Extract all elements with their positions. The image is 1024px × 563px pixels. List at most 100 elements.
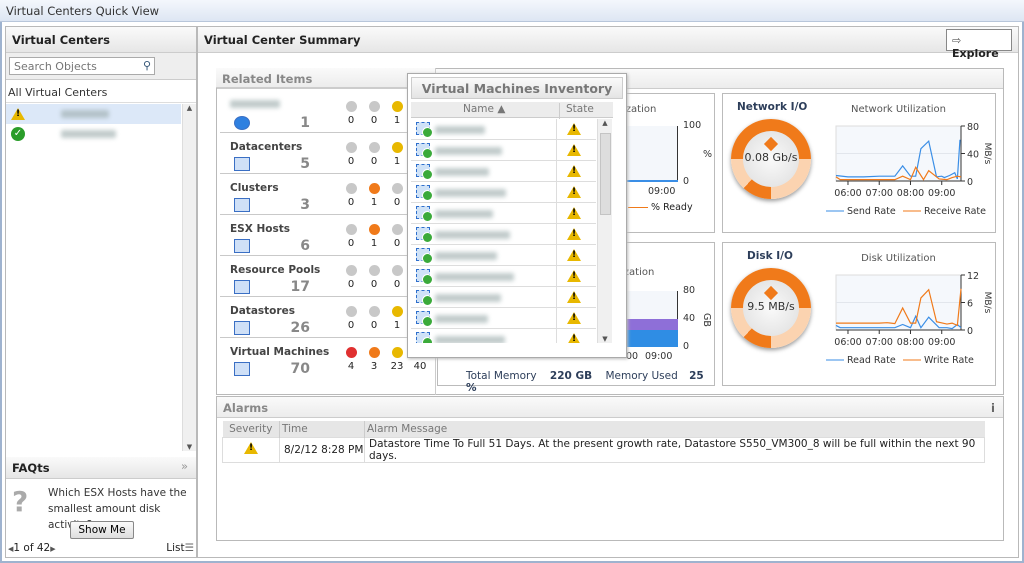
vm-icon (234, 362, 250, 376)
vm-name-blurred (435, 315, 488, 323)
severity-count[interactable]: 0 (340, 142, 362, 167)
network-io-box: Network I/O 0.08 Gb/s Network Utilizatio… (722, 93, 996, 233)
vm-row[interactable] (411, 224, 596, 245)
x-tick: 09:00 (648, 186, 676, 197)
vm-row[interactable] (411, 119, 596, 140)
resource-pool-icon (234, 280, 250, 294)
severity-icon (391, 224, 403, 235)
alarm-row[interactable]: 8/2/12 8:28 PM Datastore Time To Full 51… (222, 437, 985, 462)
warning-icon (11, 108, 25, 120)
vm-row[interactable] (411, 245, 596, 266)
severity-count[interactable]: 3 (363, 347, 385, 372)
cluster-icon (234, 198, 250, 212)
severity-count[interactable]: 0 (363, 306, 385, 331)
severity-count[interactable]: 4 (340, 347, 362, 372)
info-icon[interactable]: i (991, 401, 995, 415)
severity-count[interactable]: 1 (363, 183, 385, 208)
related-item-row[interactable]: ESX Hosts 6 0 1 0 (220, 215, 408, 256)
search-field[interactable] (10, 58, 130, 74)
prev-icon[interactable]: ◀ (8, 545, 14, 553)
chart-title: Network Utilization (851, 104, 946, 115)
related-item-row[interactable]: Clusters 3 0 1 0 (220, 174, 408, 215)
faq-question: Which ESX Hosts have the smallest amount… (48, 487, 187, 531)
col-name[interactable]: Name ▲ (463, 103, 506, 115)
vm-name-blurred (435, 168, 489, 176)
related-item-row[interactable]: Virtual Machines 70 4 3 23 40 (220, 338, 426, 379)
inventory-title: Virtual Machines Inventory (411, 77, 623, 99)
y-tick-label: 12 (967, 271, 979, 282)
severity-icon (391, 142, 403, 153)
severity-count[interactable]: 0 (340, 224, 362, 249)
alarm-time: 8/2/12 8:28 PM (279, 437, 365, 462)
vm-powered-on-icon (416, 164, 433, 180)
vm-powered-on-icon (416, 248, 433, 264)
collapse-icon[interactable]: » (180, 459, 188, 473)
vm-row[interactable] (411, 140, 596, 161)
col-severity[interactable]: Severity (222, 421, 280, 437)
vc-list-item[interactable] (6, 104, 181, 124)
severity-count[interactable]: 0 (363, 265, 385, 290)
vm-name-blurred (435, 252, 497, 260)
vm-row[interactable] (411, 182, 596, 203)
vm-row[interactable] (411, 308, 596, 329)
col-time[interactable]: Time (279, 421, 365, 437)
severity-count[interactable]: 0 (363, 142, 385, 167)
show-me-button[interactable]: Show Me (70, 521, 134, 539)
network-utilization-chart: Network Utilization 80 40 0 MB/s 06:00 07:00 08… (826, 104, 992, 217)
severity-count[interactable]: 0 (340, 101, 362, 126)
severity-count[interactable]: 1 (386, 142, 408, 167)
related-item-label: Clusters (230, 182, 279, 194)
x-tick: 09:00 (645, 351, 673, 362)
vm-row[interactable] (411, 203, 596, 224)
x-tick: 00 (626, 351, 639, 362)
list-button[interactable]: List☰ (166, 542, 194, 554)
severity-count[interactable]: 23 (386, 347, 408, 372)
vm-row[interactable] (411, 287, 596, 308)
severity-count[interactable]: 0 (386, 224, 408, 249)
severity-count[interactable]: 1 (386, 101, 408, 126)
explore-button[interactable]: ⇨ Explore (946, 29, 1012, 60)
vm-row[interactable] (411, 329, 596, 343)
vm-row[interactable] (411, 266, 596, 287)
severity-count[interactable]: 0 (386, 183, 408, 208)
x-tick-label: 08:00 (897, 188, 924, 199)
vm-row[interactable] (411, 161, 596, 182)
related-item-row[interactable]: Datastores 26 0 0 1 (220, 297, 408, 338)
severity-count[interactable]: 1 (386, 306, 408, 331)
all-virtual-centers[interactable]: All Virtual Centers (6, 80, 196, 103)
vm-powered-on-icon (416, 227, 433, 243)
warning-icon (567, 312, 581, 324)
search-input[interactable]: ⚲ (9, 57, 155, 75)
severity-count[interactable]: 0 (363, 101, 385, 126)
alarms-title: Alarms (223, 401, 269, 415)
vc-name-blurred (230, 100, 280, 108)
severity-count[interactable]: 0 (340, 265, 362, 290)
vc-list-scrollbar[interactable]: ▲ ▼ (182, 104, 196, 451)
vm-name-blurred (435, 294, 501, 302)
col-message[interactable]: Alarm Message (367, 422, 448, 435)
legend-label: Send Rate (847, 206, 896, 217)
warning-icon (244, 442, 258, 454)
series-line-write-rate (836, 288, 962, 327)
related-item-count: 26 (290, 320, 310, 336)
y-tick: 0 (683, 176, 690, 187)
col-state[interactable]: State (559, 103, 594, 119)
related-item-count: 3 (300, 197, 310, 213)
severity-count[interactable]: 0 (340, 183, 362, 208)
severity-count[interactable]: 0 (386, 265, 408, 290)
severity-count[interactable]: 0 (340, 306, 362, 331)
next-icon[interactable]: ▶ (50, 545, 56, 553)
search-icon[interactable]: ⚲ (142, 59, 151, 72)
legend-label: Write Rate (924, 355, 974, 366)
severity-count[interactable]: 1 (363, 224, 385, 249)
vc-list-item[interactable]: ✓ (6, 124, 181, 144)
severity-icon (345, 306, 357, 317)
x-tick-label: 08:00 (897, 337, 924, 348)
related-item-row[interactable]: Resource Pools 17 0 0 0 (220, 256, 408, 297)
vm-powered-on-icon (416, 143, 433, 159)
severity-icon (345, 183, 357, 194)
related-item-row[interactable]: Datacenters 5 0 0 1 (220, 133, 408, 174)
inventory-scrollbar[interactable]: ▲ ▼ (597, 119, 612, 343)
vm-name-blurred (435, 273, 514, 281)
